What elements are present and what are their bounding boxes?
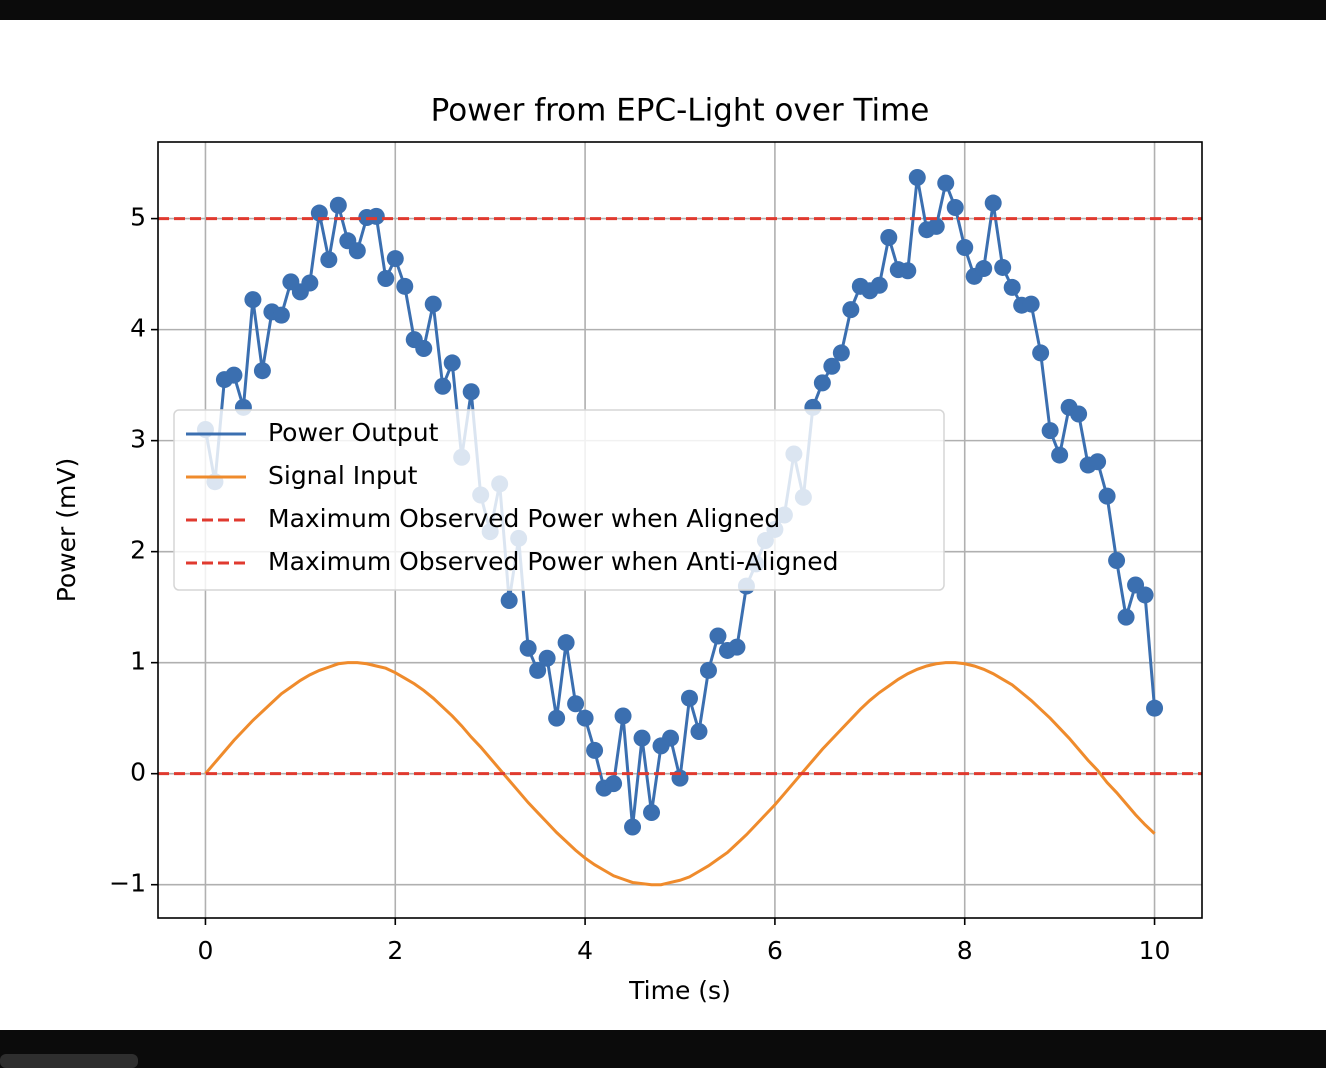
plot-frame <box>157 141 1203 919</box>
data-point <box>1117 608 1135 626</box>
legend-box <box>173 409 945 591</box>
data-point <box>662 729 680 747</box>
data-point <box>1070 405 1088 423</box>
legend-label: Maximum Observed Power when Aligned <box>268 504 780 533</box>
data-point <box>633 729 651 747</box>
data-point <box>557 634 575 652</box>
data-point <box>624 818 642 836</box>
data-point <box>728 638 746 656</box>
data-point <box>567 695 585 713</box>
data-point <box>396 277 414 295</box>
series-line <box>204 661 1156 887</box>
legend-label: Maximum Observed Power when Anti-Aligned <box>268 547 838 576</box>
data-point <box>348 242 366 260</box>
x-tick-label: 0 <box>198 936 214 965</box>
data-point <box>253 362 271 380</box>
legend-label: Power Output <box>268 418 439 447</box>
data-point <box>1089 453 1107 471</box>
data-point <box>1022 295 1040 313</box>
data-point <box>605 775 623 793</box>
data-point <box>813 374 831 392</box>
data-point <box>842 301 860 319</box>
data-point <box>548 709 566 727</box>
x-tick-label: 6 <box>767 936 783 965</box>
data-point <box>927 217 945 235</box>
data-point <box>832 344 850 362</box>
legend: Power Output Signal Input Maximum Observed… <box>173 409 945 591</box>
data-point <box>690 722 708 740</box>
y-axis-label: Power (mV) <box>52 458 81 603</box>
bottom-bar <box>0 1030 1326 1068</box>
data-point <box>614 707 632 725</box>
data-point <box>946 198 964 216</box>
data-point <box>899 262 917 280</box>
data-point <box>1041 422 1059 440</box>
data-point <box>586 741 604 759</box>
y-tick-label: 4 <box>130 314 146 343</box>
data-point <box>301 274 319 292</box>
data-point <box>870 276 888 294</box>
x-axis-label: Time (s) <box>628 976 731 1005</box>
data-point <box>994 258 1012 276</box>
data-point <box>1108 552 1126 570</box>
y-tick-label: 5 <box>130 203 146 232</box>
data-point <box>434 377 452 395</box>
data-point <box>367 207 385 225</box>
legend-label: Signal Input <box>268 461 418 490</box>
y-tick-label: −1 <box>109 869 146 898</box>
x-tick-label: 8 <box>957 936 973 965</box>
data-point <box>225 366 243 384</box>
taskbar-tab <box>0 1054 138 1068</box>
data-point <box>908 169 926 187</box>
data-point <box>956 238 974 256</box>
data-point <box>519 639 537 657</box>
data-point <box>1051 446 1069 464</box>
data-point <box>1003 278 1021 296</box>
data-point <box>244 291 262 309</box>
y-tick-label: 1 <box>130 647 146 676</box>
data-point <box>1098 487 1116 505</box>
data-point <box>1136 586 1154 604</box>
data-point <box>699 661 717 679</box>
data-point <box>272 306 290 324</box>
chart-title: Power from EPC-Light over Time <box>431 93 930 129</box>
y-tick-label: 0 <box>130 758 146 787</box>
data-point <box>462 383 480 401</box>
data-point <box>975 260 993 278</box>
data-point <box>680 689 698 707</box>
data-point <box>424 295 442 313</box>
data-point <box>377 270 395 288</box>
data-point <box>415 339 433 357</box>
data-point <box>880 228 898 246</box>
top-bar <box>0 0 1326 20</box>
data-point <box>500 591 518 609</box>
y-tick-label: 3 <box>130 425 146 454</box>
data-point <box>643 804 661 822</box>
data-point <box>443 354 461 372</box>
x-tick-label: 4 <box>577 936 593 965</box>
data-point <box>576 709 594 727</box>
data-point <box>1146 699 1164 717</box>
y-tick-label: 2 <box>130 536 146 565</box>
data-point <box>538 649 556 667</box>
data-point <box>984 194 1002 212</box>
x-tick-label: 2 <box>387 936 403 965</box>
data-point <box>1032 344 1050 362</box>
data-point <box>709 627 727 645</box>
data-point <box>329 196 347 214</box>
data-point <box>671 769 689 787</box>
data-point <box>320 251 338 269</box>
data-point <box>937 174 955 192</box>
x-tick-label: 10 <box>1139 936 1171 965</box>
data-point <box>529 661 547 679</box>
data-point <box>386 250 404 268</box>
data-point <box>823 357 841 375</box>
